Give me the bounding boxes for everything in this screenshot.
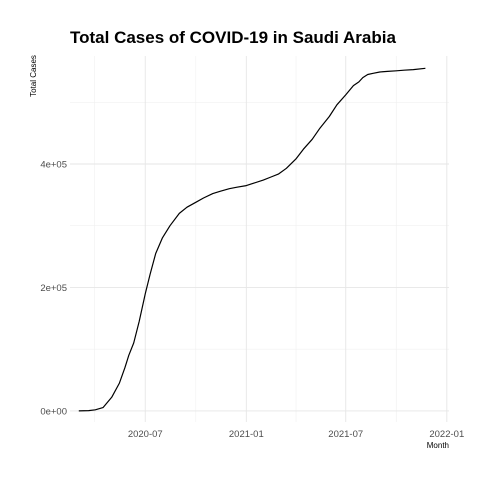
x-tick-labels: 2020-07 2021-01 2021-07 2022-01 bbox=[128, 429, 464, 440]
y-tick-labels: 0e+00 2e+05 4e+05 bbox=[40, 160, 67, 418]
y-tick-label: 4e+05 bbox=[40, 160, 67, 171]
y-axis-label: Total Cases bbox=[29, 55, 38, 97]
minor-gridlines bbox=[70, 56, 449, 422]
series-group bbox=[78, 67, 426, 412]
chart-title: Total Cases of COVID-19 in Saudi Arabia bbox=[70, 28, 396, 47]
y-tick-label: 0e+00 bbox=[40, 406, 67, 417]
major-gridlines bbox=[70, 56, 449, 422]
x-tick-label: 2022-01 bbox=[429, 429, 464, 440]
y-tick-label: 2e+05 bbox=[40, 283, 67, 294]
x-tick-label: 2021-07 bbox=[328, 429, 363, 440]
x-tick-label: 2020-07 bbox=[128, 429, 163, 440]
x-tick-label: 2021-01 bbox=[229, 429, 264, 440]
series-line-total-cases bbox=[78, 67, 426, 412]
x-axis-label: Month bbox=[427, 441, 449, 450]
